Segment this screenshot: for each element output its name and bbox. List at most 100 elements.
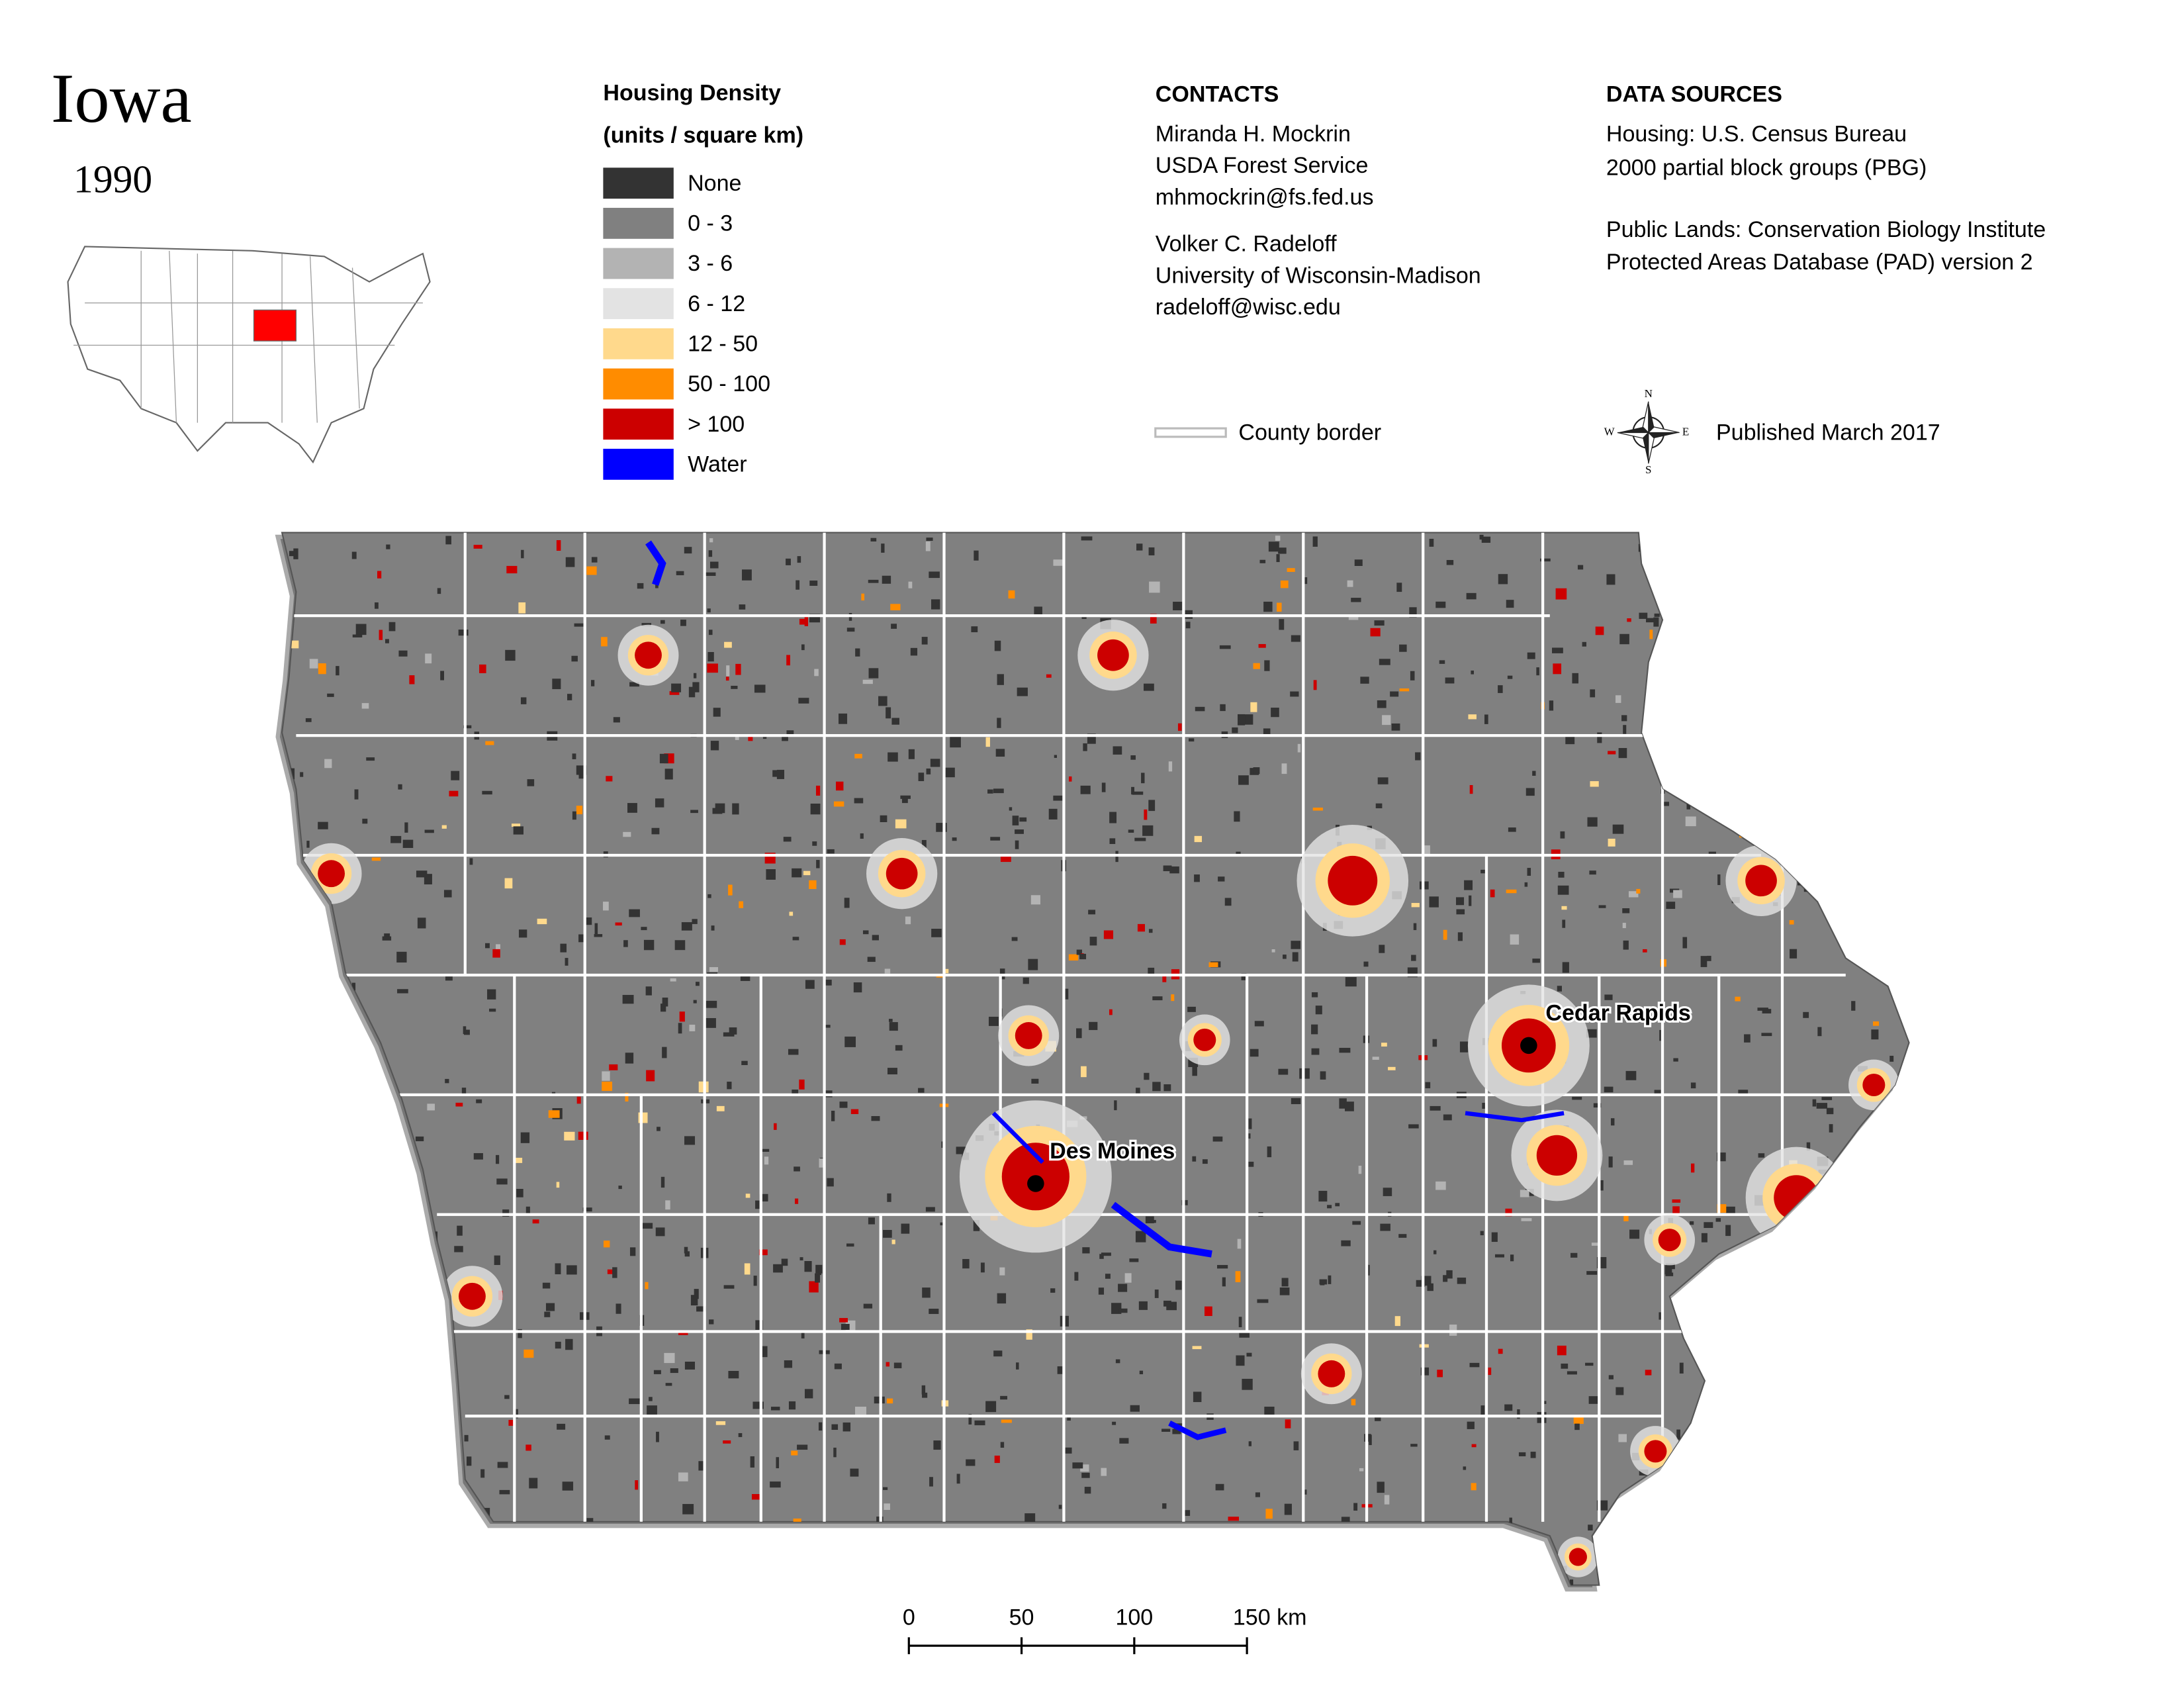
density-patch [1068, 954, 1079, 961]
density-patch [1805, 614, 1815, 626]
density-patch [1375, 1415, 1381, 1421]
density-patch [318, 663, 326, 675]
density-patch [301, 1546, 310, 1556]
density-patch [1137, 923, 1145, 932]
sources-title: DATA SOURCES [1606, 82, 1782, 107]
density-patch [1409, 607, 1417, 618]
density-patch [1008, 590, 1015, 599]
density-patch [676, 571, 684, 575]
density-patch [1457, 1278, 1467, 1284]
density-patch [625, 1092, 629, 1102]
density-patch [1053, 559, 1064, 566]
density-patch [1622, 923, 1626, 929]
density-patch [609, 1064, 618, 1070]
density-patch [603, 1585, 608, 1593]
density-patch [735, 663, 741, 675]
density-patch [1560, 831, 1565, 839]
density-patch [324, 759, 332, 769]
city-dot [1027, 1175, 1044, 1192]
legend-title: Housing Density [603, 81, 781, 106]
density-patch [602, 1071, 610, 1081]
density-patch [781, 1258, 788, 1266]
density-patch [944, 767, 955, 778]
density-patch [1734, 731, 1739, 739]
density-patch [1743, 622, 1755, 634]
density-patch [458, 630, 469, 636]
density-patch [1141, 773, 1145, 784]
legend-swatch [603, 288, 674, 320]
density-patch [1377, 700, 1387, 708]
density-patch [1039, 1536, 1050, 1544]
density-patch [1738, 1090, 1749, 1094]
contact-line: mhmockrin@fs.fed.us [1156, 185, 1374, 210]
density-patch [1555, 588, 1567, 600]
density-patch [850, 1109, 859, 1114]
density-patch [603, 1241, 610, 1248]
city-label: Cedar Rapids [1545, 1001, 1690, 1026]
urban-core [1644, 1440, 1667, 1463]
density-patch [1291, 941, 1301, 949]
density-patch [1574, 1423, 1580, 1430]
density-patch [1001, 1419, 1012, 1423]
density-patch [1310, 1554, 1319, 1566]
density-patch [962, 1258, 970, 1269]
density-patch [971, 626, 978, 633]
density-patch [764, 1156, 769, 1165]
density-patch [776, 1457, 780, 1469]
density-patch [1241, 973, 1247, 980]
density-patch [1831, 1216, 1840, 1225]
density-patch [705, 1017, 716, 1028]
county-border-swatch [1154, 427, 1227, 438]
density-patch [1858, 943, 1869, 955]
density-patch [594, 934, 603, 937]
density-patch [1791, 1543, 1801, 1547]
density-patch [709, 538, 713, 543]
density-patch [1471, 1444, 1477, 1448]
legend-label: 6 - 12 [688, 291, 745, 316]
density-patch [1714, 1389, 1719, 1397]
density-patch [884, 1503, 890, 1510]
density-patch [366, 757, 375, 761]
density-patch [1466, 592, 1477, 600]
density-patch [1793, 1213, 1803, 1220]
density-patch [378, 1276, 382, 1286]
density-patch [1287, 568, 1295, 572]
density-patch [489, 1008, 496, 1012]
density-patch [1148, 547, 1155, 555]
density-patch [748, 735, 753, 741]
density-patch [1443, 1275, 1448, 1282]
density-patch [1599, 1180, 1604, 1191]
density-patch [943, 968, 949, 974]
density-patch [1396, 583, 1402, 592]
density-patch [402, 839, 414, 848]
density-patch [1664, 1265, 1672, 1275]
density-patch [289, 551, 295, 557]
source-line: Housing: U.S. Census Bureau [1606, 121, 1907, 146]
density-patch [1755, 575, 1762, 580]
density-patch [862, 930, 869, 935]
density-patch [1610, 1575, 1621, 1581]
density-patch [422, 1494, 425, 1503]
density-patch [1608, 751, 1616, 755]
density-patch [1011, 937, 1018, 941]
density-patch [1866, 694, 1870, 702]
density-patch [1313, 680, 1317, 690]
density-patch [382, 1215, 388, 1222]
density-patch [664, 1352, 675, 1364]
density-patch [784, 1568, 790, 1579]
density-patch [1242, 1378, 1253, 1390]
density-patch [1729, 818, 1735, 825]
density-patch [348, 1526, 351, 1533]
density-patch [1809, 1367, 1816, 1372]
density-patch [1717, 874, 1721, 885]
density-patch [974, 1420, 985, 1426]
density-patch [859, 1569, 871, 1573]
urban-core [1536, 1135, 1578, 1176]
density-patch [520, 697, 527, 704]
density-patch [1420, 1367, 1430, 1376]
density-patch [1540, 558, 1551, 562]
density-patch [854, 1572, 864, 1582]
density-patch [1103, 930, 1114, 939]
density-patch [325, 1485, 330, 1493]
density-patch [441, 825, 447, 829]
